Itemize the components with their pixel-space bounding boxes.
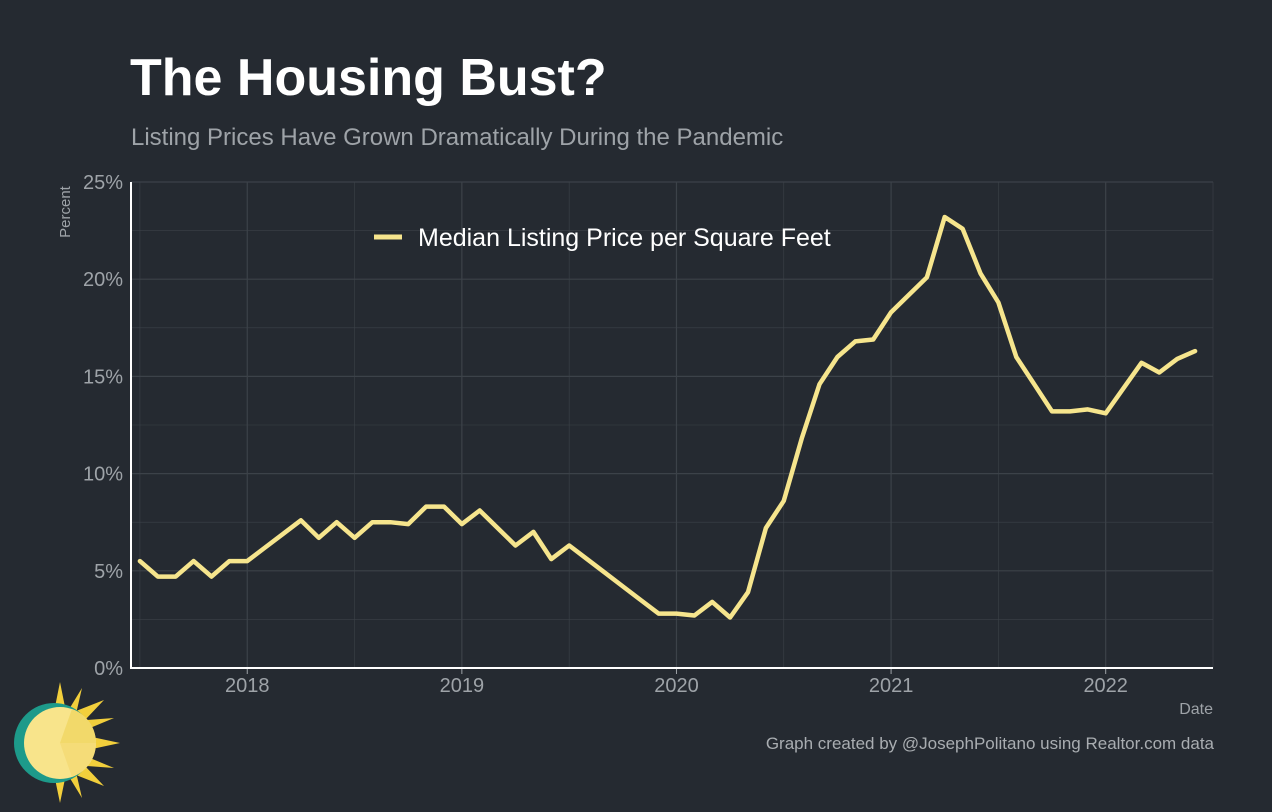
data-point	[871, 338, 875, 341]
data-point	[424, 505, 428, 509]
data-point	[853, 339, 857, 343]
data-point	[943, 215, 947, 219]
data-point	[961, 227, 965, 231]
data-point	[1068, 409, 1072, 413]
data-point	[818, 382, 821, 386]
data-point	[835, 355, 839, 359]
data-point	[1175, 357, 1179, 361]
data-point	[907, 293, 911, 297]
y-tick-label: 10%	[83, 464, 123, 486]
data-point	[675, 612, 678, 616]
x-axis-label: Date	[1179, 701, 1213, 718]
data-point	[317, 536, 321, 540]
data-point	[657, 612, 661, 616]
data-point	[1140, 361, 1143, 365]
data-point	[692, 614, 696, 617]
data-point	[800, 437, 804, 441]
series-line	[137, 214, 1198, 620]
x-tick-label: 2021	[869, 675, 914, 697]
series-layer	[137, 214, 1198, 620]
chart-title: The Housing Bust?	[130, 49, 607, 107]
data-point	[1193, 349, 1197, 353]
data-point	[210, 575, 213, 579]
data-point	[889, 310, 893, 314]
data-point	[567, 544, 571, 547]
data-point	[388, 520, 392, 524]
y-tick-label: 20%	[83, 269, 123, 291]
x-tick-label: 2020	[654, 675, 699, 697]
data-point	[764, 526, 768, 530]
data-point	[728, 616, 732, 619]
data-point	[156, 575, 160, 579]
data-point	[1122, 386, 1126, 390]
legend-label: Median Listing Price per Square Feet	[418, 224, 831, 252]
data-point	[1014, 355, 1018, 359]
data-point	[925, 275, 929, 279]
y-tick-label: 25%	[83, 172, 123, 194]
x-tick-labels: 2018 2019 2020 2021 2022	[225, 675, 1128, 697]
data-point	[621, 584, 625, 588]
credit-text: Graph created by @JosephPolitano using R…	[765, 734, 1214, 753]
grid-minor	[131, 182, 1214, 668]
y-axis-label: Percent	[57, 185, 74, 238]
data-point	[996, 301, 1000, 304]
x-tick-label: 2018	[225, 675, 270, 697]
x-tick-label: 2022	[1083, 675, 1128, 697]
data-point	[442, 505, 446, 509]
sun-logo-icon	[14, 682, 120, 803]
data-point	[531, 530, 535, 534]
data-point	[192, 559, 196, 563]
data-point	[603, 571, 607, 575]
y-tick-label: 5%	[94, 561, 123, 583]
data-point	[406, 522, 410, 526]
data-point	[1104, 411, 1108, 415]
data-point	[227, 559, 231, 563]
y-tick-labels: 0% 5% 10% 15% 20% 25%	[83, 172, 123, 680]
data-point	[514, 544, 517, 547]
data-point	[746, 590, 750, 594]
data-point	[1086, 407, 1090, 411]
data-point	[710, 600, 714, 604]
data-point	[782, 499, 786, 503]
data-point	[1032, 382, 1036, 386]
data-point	[138, 559, 142, 563]
data-point	[979, 271, 982, 275]
data-point	[639, 598, 643, 602]
data-point	[353, 536, 357, 540]
data-point	[299, 518, 303, 522]
data-point	[1157, 371, 1161, 374]
legend: Median Listing Price per Square Feet	[374, 224, 831, 252]
data-point	[585, 557, 589, 561]
data-point	[245, 559, 249, 563]
data-point	[335, 520, 339, 524]
data-point	[370, 520, 374, 524]
data-point	[281, 532, 285, 536]
chart-subtitle: Listing Prices Have Grown Dramatically D…	[131, 124, 784, 151]
data-point	[263, 546, 267, 549]
data-point	[496, 526, 500, 530]
data-point	[478, 509, 482, 512]
x-tick-label: 2019	[440, 675, 485, 697]
y-tick-label: 15%	[83, 366, 123, 388]
data-point	[460, 522, 464, 526]
y-tick-label: 0%	[94, 658, 123, 680]
axes	[130, 182, 1213, 674]
data-point	[549, 557, 553, 561]
data-point	[174, 575, 178, 579]
data-point	[1050, 409, 1054, 413]
